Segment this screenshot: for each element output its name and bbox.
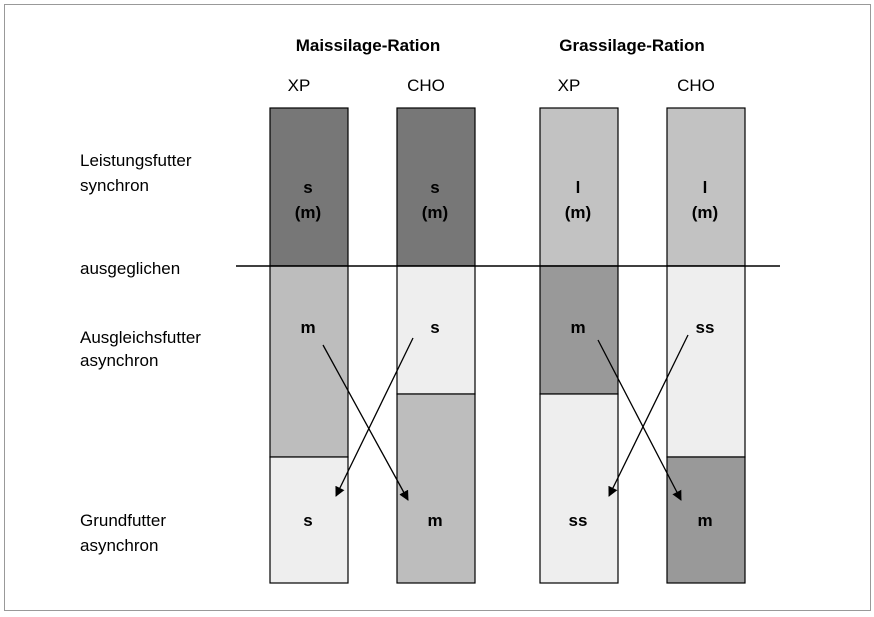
arrow (335, 337, 414, 497)
cell-label: s (303, 511, 312, 530)
column-label: CHO (677, 76, 715, 95)
cell (539, 393, 619, 584)
cell (396, 265, 476, 395)
row-label: Leistungsfutter (80, 151, 192, 170)
row-label: synchron (80, 176, 149, 195)
labels: Maissilage-Ration Grassilage-Ration XP s (m)… (80, 36, 718, 555)
cell-label: (m) (422, 203, 448, 222)
cell-label: l (576, 178, 581, 197)
cell (269, 456, 349, 584)
cell (396, 393, 476, 584)
cell (539, 265, 619, 395)
cell-label: (m) (692, 203, 718, 222)
cell-label: (m) (565, 203, 591, 222)
cell-label: s (303, 178, 312, 197)
arrow (608, 334, 689, 497)
cell-label: (m) (295, 203, 321, 222)
cell (666, 107, 746, 267)
cell-label: l (703, 178, 708, 197)
columns (269, 107, 746, 584)
row-label: Grundfutter (80, 511, 166, 530)
row-label: asynchron (80, 536, 158, 555)
column-label: XP (558, 76, 581, 95)
column-label: CHO (407, 76, 445, 95)
group-title: Grassilage-Ration (559, 36, 705, 55)
cell (666, 265, 746, 458)
row-label: Ausgleichsfutter (80, 328, 201, 347)
column-label: XP (288, 76, 311, 95)
row-label: ausgeglichen (80, 259, 180, 278)
cell-label: ss (696, 318, 715, 337)
cell (396, 107, 476, 267)
group-title: Maissilage-Ration (296, 36, 441, 55)
cell-label: m (697, 511, 712, 530)
arrows (322, 334, 689, 501)
cell (269, 265, 349, 458)
frame (4, 4, 871, 611)
arrow (322, 344, 409, 501)
row-label: asynchron (80, 351, 158, 370)
cell (666, 456, 746, 584)
cell-label: m (427, 511, 442, 530)
cell-label: s (430, 318, 439, 337)
cell-label: m (300, 318, 315, 337)
cell-label: ss (569, 511, 588, 530)
cell-label: s (430, 178, 439, 197)
cell-label: m (570, 318, 585, 337)
arrow (597, 339, 682, 501)
